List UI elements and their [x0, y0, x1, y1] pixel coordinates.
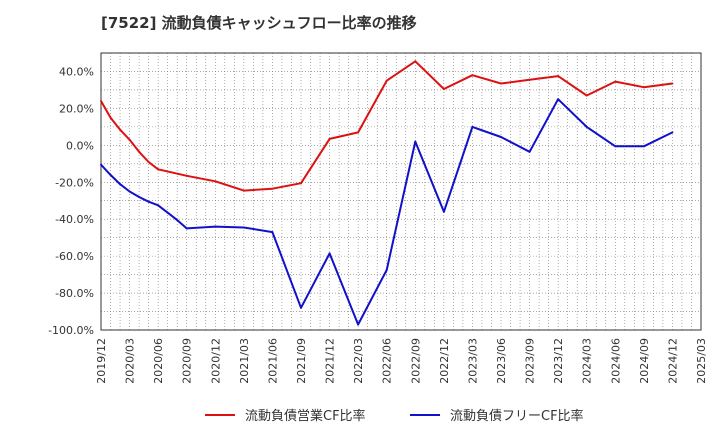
data-point-1	[185, 174, 188, 177]
data-point-1	[414, 60, 417, 63]
y-tick-label: -20.0%	[55, 176, 94, 189]
y-tick-label: -80.0%	[55, 287, 94, 300]
data-point-1	[500, 82, 502, 85]
data-point-1	[100, 100, 102, 102]
data-point-2	[328, 252, 331, 255]
data-point-2	[671, 131, 674, 134]
data-point-1	[157, 168, 160, 171]
data-point-2	[471, 125, 474, 128]
x-tick-label: 2020/12	[209, 338, 222, 384]
x-tick-label: 2019/12	[95, 338, 108, 384]
y-tick-label: 40.0%	[59, 65, 94, 78]
x-tick-label: 2024/03	[581, 338, 594, 384]
x-tick-label: 2022/06	[381, 338, 394, 384]
x-tick-label: 2021/09	[295, 338, 308, 384]
data-point-1	[442, 88, 445, 90]
data-point-2	[557, 98, 560, 101]
x-tick-label: 2020/06	[152, 338, 165, 384]
y-tick-label: 0.0%	[66, 139, 94, 152]
data-point-1	[585, 94, 588, 97]
legend-label-1: 流動負債営業CF比率	[245, 408, 366, 424]
data-point-2	[147, 200, 150, 203]
x-tick-label: 2023/06	[495, 338, 508, 384]
x-tick-label: 2022/03	[352, 338, 365, 384]
x-tick-label: 2020/09	[181, 338, 194, 384]
data-point-1	[471, 74, 474, 77]
data-point-1	[271, 187, 274, 190]
x-tick-label: 2023/12	[552, 338, 565, 384]
data-point-2	[128, 190, 131, 193]
y-tick-label: -60.0%	[55, 250, 94, 263]
data-point-1	[528, 78, 531, 81]
plot-area	[101, 53, 701, 330]
x-tick-label: 2025/03	[695, 338, 708, 384]
data-point-2	[642, 145, 645, 148]
data-point-2	[214, 225, 217, 228]
x-tick-label: 2024/06	[609, 338, 622, 384]
data-point-1	[109, 116, 112, 119]
data-point-2	[109, 173, 112, 176]
data-point-1	[214, 180, 217, 183]
data-point-2	[442, 210, 445, 213]
data-point-1	[138, 150, 141, 153]
x-tick-label: 2022/09	[409, 338, 422, 384]
x-tick-label: 2022/12	[438, 338, 451, 384]
data-point-2	[500, 136, 502, 138]
data-point-1	[128, 138, 131, 141]
data-point-1	[328, 137, 331, 140]
data-point-2	[414, 140, 417, 143]
x-tick-label: 2024/12	[666, 338, 679, 384]
data-point-2	[157, 204, 160, 207]
data-point-2	[271, 231, 274, 234]
y-tick-label: -100.0%	[48, 324, 94, 337]
data-point-2	[100, 163, 102, 166]
data-point-1	[242, 189, 245, 192]
data-point-2	[242, 226, 245, 229]
data-point-2	[166, 211, 169, 214]
data-point-2	[138, 196, 141, 198]
data-point-1	[557, 75, 560, 78]
data-point-2	[585, 125, 588, 128]
data-point-1	[642, 86, 645, 89]
data-point-2	[176, 219, 179, 222]
data-point-2	[528, 150, 531, 153]
x-tick-label: 2023/03	[466, 338, 479, 384]
data-point-2	[385, 269, 388, 271]
y-tick-label: -40.0%	[55, 213, 94, 226]
plot-frame	[100, 52, 702, 331]
data-point-1	[300, 182, 302, 185]
x-tick-label: 2021/03	[238, 338, 251, 384]
data-point-1	[671, 82, 674, 85]
data-point-2	[614, 145, 617, 148]
data-point-2	[185, 227, 188, 230]
x-tick-label: 2020/03	[124, 338, 137, 384]
data-point-2	[300, 306, 302, 309]
y-tick-label: 20.0%	[59, 102, 94, 115]
legend-label-2: 流動負債フリーCF比率	[450, 408, 584, 424]
x-tick-label: 2024/09	[638, 338, 651, 384]
chart-title: [7522] 流動負債キャッシュフロー比率の推移	[101, 14, 417, 32]
data-point-1	[357, 131, 360, 134]
data-point-2	[119, 183, 121, 186]
data-point-2	[357, 323, 360, 326]
x-tick-label: 2021/12	[324, 338, 337, 384]
data-point-1	[147, 161, 150, 163]
x-tick-label: 2021/06	[266, 338, 279, 384]
data-point-1	[614, 80, 617, 83]
x-tick-label: 2023/09	[524, 338, 537, 384]
data-point-1	[385, 79, 388, 82]
data-point-1	[119, 128, 121, 131]
